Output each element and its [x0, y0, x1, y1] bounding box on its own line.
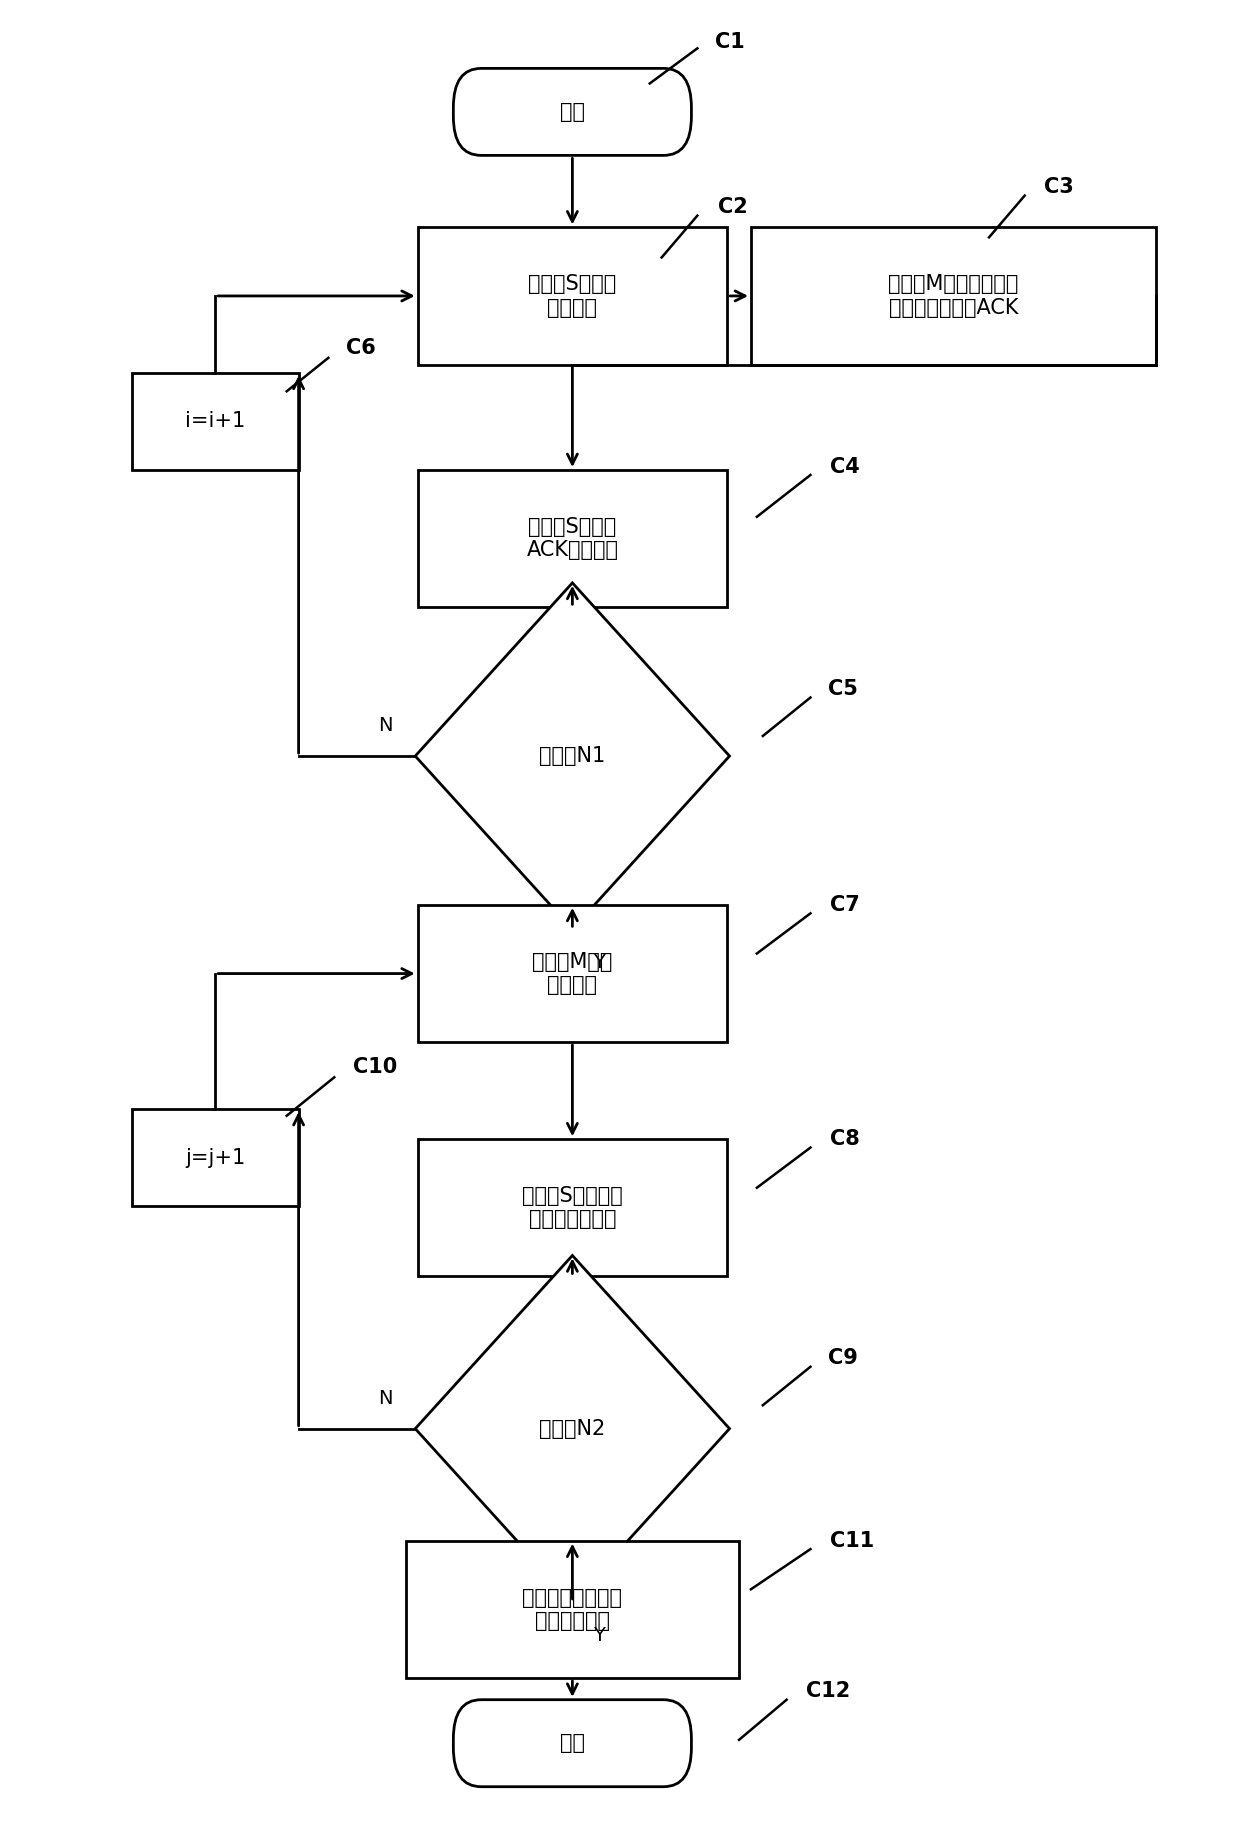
Text: 估计出时钟相位偏
移和频率偏移: 估计出时钟相位偏 移和频率偏移	[522, 1588, 622, 1631]
Polygon shape	[415, 584, 729, 930]
Text: N: N	[378, 1389, 393, 1407]
Text: 从节点S发送普
通数据包: 从节点S发送普 通数据包	[528, 274, 616, 318]
Text: j=j+1: j=j+1	[185, 1147, 246, 1168]
Bar	[131, 373, 299, 470]
Text: Y: Y	[593, 953, 605, 972]
FancyBboxPatch shape	[454, 68, 692, 156]
Text: C1: C1	[715, 31, 745, 51]
Text: C7: C7	[830, 895, 859, 915]
Text: C8: C8	[830, 1129, 859, 1149]
Text: C6: C6	[346, 339, 376, 359]
Text: C2: C2	[718, 198, 748, 218]
Bar	[751, 227, 1156, 364]
Text: 从节点S记录下同
步报文达到时刻: 从节点S记录下同 步报文达到时刻	[522, 1186, 622, 1230]
Text: 主节点M发送
同步报文: 主节点M发送 同步报文	[532, 952, 613, 996]
Text: C12: C12	[806, 1682, 849, 1702]
Text: C11: C11	[830, 1530, 874, 1550]
Bar	[418, 1140, 727, 1276]
Text: C4: C4	[830, 458, 859, 476]
Bar	[418, 906, 727, 1041]
Text: 主节点M接收数据包，
执行等待并回复ACK: 主节点M接收数据包， 执行等待并回复ACK	[888, 274, 1018, 318]
Text: 从节点S记录下
ACK到达时刻: 从节点S记录下 ACK到达时刻	[527, 516, 619, 560]
Text: C5: C5	[828, 679, 858, 699]
Bar	[418, 470, 727, 608]
Bar	[131, 1109, 299, 1206]
Text: C9: C9	[828, 1349, 858, 1369]
FancyBboxPatch shape	[454, 1700, 692, 1786]
Text: 结束: 结束	[560, 1733, 585, 1753]
Text: Y: Y	[593, 1625, 605, 1645]
Text: 周期为N2: 周期为N2	[539, 1418, 605, 1438]
Text: C3: C3	[1044, 178, 1074, 198]
Bar	[418, 227, 727, 364]
Text: 周期为N1: 周期为N1	[539, 747, 605, 767]
Text: N: N	[378, 716, 393, 736]
Text: 开始: 开始	[560, 102, 585, 123]
Bar	[405, 1541, 739, 1678]
Text: i=i+1: i=i+1	[185, 412, 246, 432]
Polygon shape	[415, 1255, 729, 1601]
Text: C10: C10	[353, 1058, 398, 1078]
